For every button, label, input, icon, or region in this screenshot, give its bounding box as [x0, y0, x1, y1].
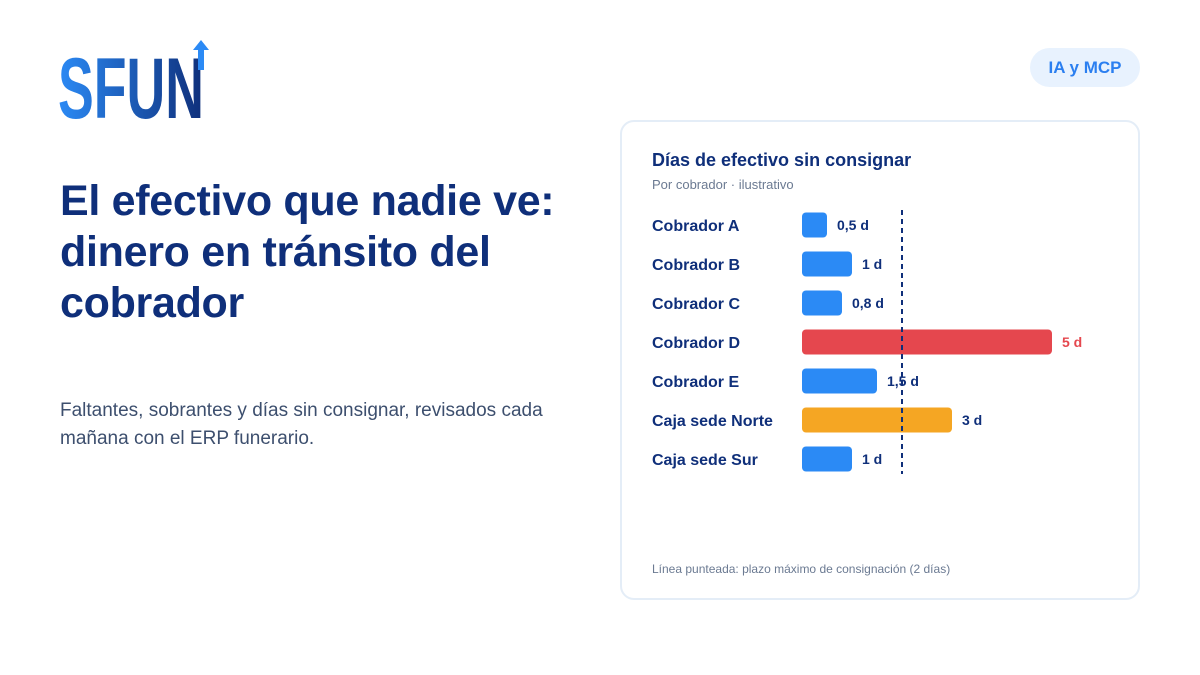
chart-title: Días de efectivo sin consignar	[652, 150, 912, 170]
svg-text:SFUN: SFUN	[58, 41, 204, 122]
value-label: 0,5 d	[837, 217, 869, 233]
value-label: 3 d	[962, 412, 982, 428]
bar	[802, 368, 877, 394]
category-label: Cobrador B	[652, 257, 740, 274]
bar	[802, 329, 1052, 355]
page-subtitle: Faltantes, sobrantes y días sin consigna…	[60, 400, 543, 449]
chart-footnote: Línea punteada: plazo máximo de consigna…	[652, 562, 951, 576]
value-label: 0,8 d	[852, 295, 884, 311]
value-label: 1 d	[862, 451, 882, 467]
topic-badge: IA y MCP	[1030, 48, 1140, 87]
bar	[802, 212, 827, 238]
bar	[802, 290, 842, 316]
value-label: 1 d	[862, 256, 882, 272]
category-label: Cobrador A	[652, 218, 740, 235]
bar-chart: Cobrador A 0,5 d Cobrador B 1 d Cobrador C 0,…	[652, 210, 1082, 474]
bar	[802, 446, 852, 472]
category-label: Cobrador D	[652, 335, 740, 352]
page-title: El efectivo que nadie ve: dinero en trán…	[60, 177, 555, 327]
chart-card: Cobrador A 0,5 d Cobrador B 1 d Cobrador C 0,…	[620, 120, 1140, 600]
sfun-logo-mark: SFUN	[58, 40, 209, 122]
chart-subtitle: Por cobrador · ilustrativo	[652, 177, 794, 192]
sfun-logo: SFUN	[58, 40, 218, 122]
category-label: Cobrador E	[652, 374, 739, 391]
category-label: Caja sede Sur	[652, 452, 758, 469]
value-label: 5 d	[1062, 334, 1082, 350]
bar	[802, 251, 852, 277]
category-label: Cobrador C	[652, 296, 740, 313]
category-label: Caja sede Norte	[652, 413, 773, 430]
bar	[802, 407, 952, 433]
